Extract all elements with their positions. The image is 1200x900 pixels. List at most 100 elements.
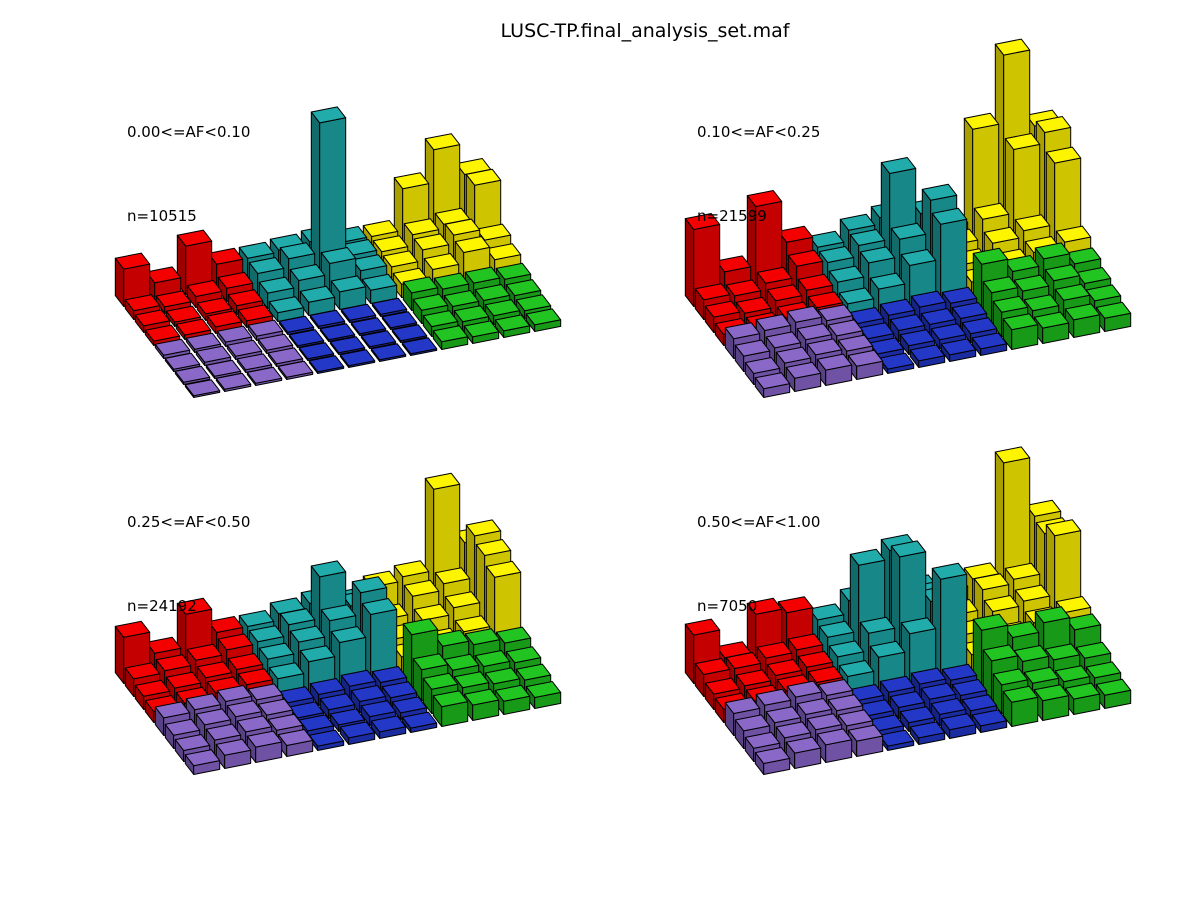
lego-bar-face [268, 296, 305, 314]
lego-bar-face [775, 721, 812, 739]
lego-bar-face [869, 272, 906, 290]
lego-bar-face [973, 573, 1010, 591]
lego-bar-face [257, 698, 294, 716]
lego-bar-face [433, 272, 470, 290]
lego-bar-face [1065, 613, 1102, 631]
lego-bar-face [216, 325, 253, 343]
lego-bar-face [248, 625, 285, 643]
lego-bar-face [165, 305, 202, 323]
lego-bar-face [267, 347, 304, 365]
lego-bar-face [694, 283, 731, 301]
lego-bar-face [154, 701, 191, 719]
lego-bar-face [808, 603, 845, 621]
lego-bar-face [796, 323, 833, 341]
lego-bar-face [494, 314, 531, 332]
lego-bar-face [725, 279, 762, 297]
lego-bar-face [422, 310, 459, 328]
lego-bar-face [1054, 665, 1091, 683]
lego-bar-face [196, 661, 233, 679]
lego-bar-face [114, 252, 151, 270]
lego-bar-face [754, 372, 791, 390]
lego-bar-face [310, 106, 347, 124]
lego-bar-face [155, 654, 192, 672]
lego-bar-face [465, 168, 502, 186]
lego-bar-face [505, 279, 542, 297]
lego-bar-face [289, 625, 326, 643]
lego-subplot-4 [684, 446, 1132, 775]
lego-bar-face [340, 303, 377, 321]
lego-bar-face [1025, 499, 1062, 517]
lego-bar-face [134, 679, 171, 697]
lego-bar-face [226, 339, 263, 357]
lego-bar-face [247, 319, 284, 337]
lego-bar-face [828, 640, 865, 658]
lego-bar-face [982, 276, 1019, 294]
lego-bar-face [402, 276, 439, 294]
lego-bar-face [248, 257, 285, 274]
lego-bar-face [340, 669, 377, 687]
lego-bar-face [371, 666, 408, 683]
lego-bar-face [818, 246, 855, 263]
lego-bar-face [900, 249, 937, 266]
lego-bar-face [432, 690, 469, 708]
lego-bar-face [879, 298, 916, 316]
lego-bar-face [484, 667, 521, 685]
lego-bar-face [1014, 214, 1051, 232]
lego-bar-face [817, 679, 854, 696]
lego-bar-face [704, 677, 741, 695]
lego-bar-face [827, 319, 864, 337]
lego-bar-face [1004, 133, 1041, 150]
lego-bar-face [961, 694, 998, 712]
lego-bar-face [684, 218, 695, 307]
lego-bar-face [319, 693, 356, 711]
lego-bar-face [1034, 606, 1071, 624]
lego-bar-face [413, 603, 450, 621]
lego-bar-face [124, 294, 161, 312]
lego-bar-face [961, 317, 998, 335]
lego-bar-face [361, 598, 398, 615]
af-range-label: 0.10<=AF<0.25 [697, 123, 821, 141]
lego-bar-face [1035, 116, 1072, 133]
lego-bar-face [258, 642, 295, 660]
lego-bar-face [807, 291, 844, 309]
lego-bar-face [277, 360, 314, 378]
lego-bar-face [744, 357, 781, 374]
lego-bar-face [983, 226, 1020, 244]
lego-bar-face [837, 334, 874, 352]
lego-bar-face [930, 323, 967, 341]
lego-bar-face [972, 247, 1009, 265]
lego-bar-face [205, 723, 242, 741]
lego-bar-face [176, 597, 213, 615]
lego-bar-face [973, 202, 1010, 220]
lego-bar-face [755, 688, 792, 706]
lego-bar-face [277, 729, 314, 746]
lego-bar-face [786, 680, 823, 698]
lego-bar-face [330, 275, 367, 293]
lego-bar-face [900, 617, 937, 635]
lego-bar-face [837, 709, 874, 727]
lego-bar-face [1075, 641, 1112, 659]
lego-bar-face [786, 305, 823, 323]
lego-bar-face [1065, 247, 1102, 265]
lego-bar-face [382, 250, 419, 268]
lego-bar-face [847, 724, 884, 742]
lego-bar-face [238, 241, 275, 259]
lego-bar-face [816, 353, 853, 371]
lego-bar-face [381, 311, 418, 329]
lego-bar-face [899, 706, 936, 724]
lego-bar-face [350, 685, 387, 702]
lego-bar-face [381, 681, 418, 699]
lego-bar-face [247, 683, 284, 701]
lego-bar-face [454, 236, 491, 253]
lego-bar-face [422, 672, 459, 690]
lego-bar-face [463, 320, 500, 338]
lego-bar-face [1054, 283, 1091, 301]
lego-bar-face [299, 285, 336, 303]
lego-bar-face [433, 629, 470, 647]
lego-bar-face [320, 247, 357, 264]
lego-bar-face [1023, 294, 1060, 312]
lego-bar-face [1034, 242, 1071, 260]
lego-bar-face [443, 290, 480, 307]
lego-bar-face [164, 718, 201, 736]
lego-bar-face [746, 597, 783, 615]
